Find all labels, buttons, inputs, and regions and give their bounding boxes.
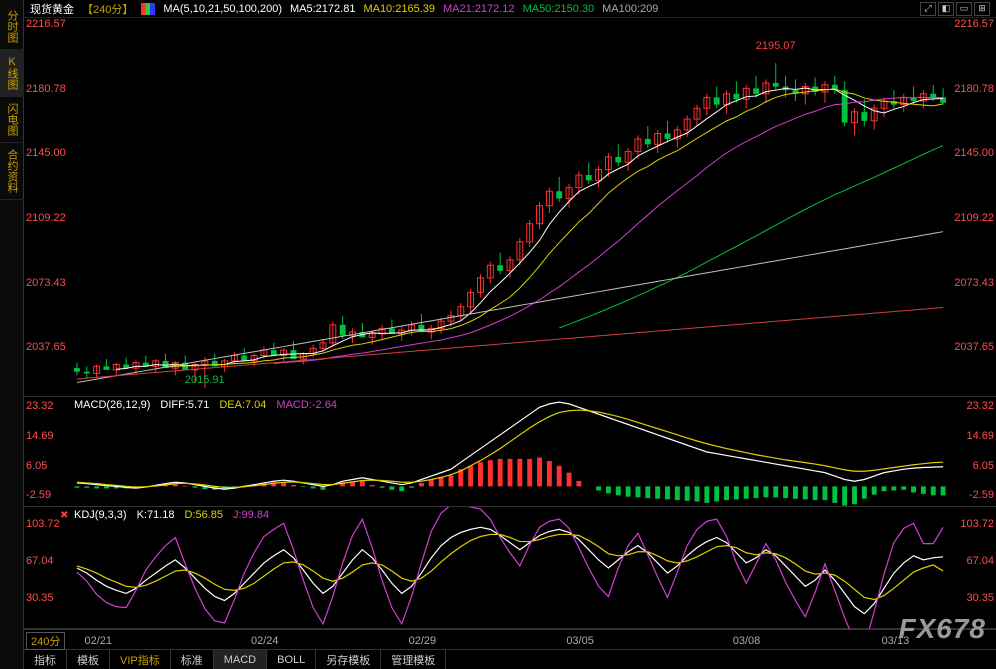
indicator-tab[interactable]: 另存模板: [316, 650, 381, 669]
axis-tick-label: 14.69: [26, 430, 54, 442]
indicator-tab[interactable]: BOLL: [267, 650, 316, 669]
leftnav-item[interactable]: K线图: [0, 50, 24, 97]
time-axis: 240分 02/2102/2402/2903/0503/0803/13: [24, 629, 996, 649]
price-chart-pane[interactable]: 2216.57 2216.57 2180.78 2180.78 2145.00 2145.…: [24, 18, 996, 397]
axis-tick-label: 30.35: [966, 592, 994, 604]
ma-readout: MA50:2150.30: [523, 3, 595, 15]
axis-tick-label: -2.59: [969, 489, 994, 501]
top-toolbar: 现货黄金 【240分】 MA(5,10,21,50,100,200) MA5:2…: [24, 0, 996, 18]
indicator-readout: MACD:-2.64: [276, 399, 337, 411]
price-annotation: 2015.91: [185, 374, 225, 386]
axis-tick-label: 67.04: [26, 555, 54, 567]
time-tick-label: 03/05: [566, 635, 594, 647]
axis-tick-label: 2109.22: [954, 212, 994, 224]
toolbar-icon[interactable]: ⊞: [974, 2, 990, 16]
axis-tick-label: 23.32: [26, 400, 54, 412]
indicator-tabbar: 指标模板VIP指标标准MACDBOLL另存模板管理模板: [24, 649, 996, 669]
time-tick-label: 02/21: [85, 635, 113, 647]
timeframe-label: 【240分】: [82, 1, 133, 17]
indicator-readout: KDJ(9,3,3): [74, 509, 127, 521]
toolbar-icon[interactable]: ▭: [956, 2, 972, 16]
ma-readout: MA5:2172.81: [290, 3, 355, 15]
ma-readout: MA21:2172.12: [443, 3, 515, 15]
macd-indicator-pane[interactable]: MACD(26,12,9) DIFF:5.71 DEA:7.04 MACD:-2.64…: [24, 397, 996, 507]
time-tick-label: 02/29: [409, 635, 437, 647]
axis-tick-label: 2145.00: [954, 147, 994, 159]
axis-tick-label: 14.69: [966, 430, 994, 442]
indicator-tab[interactable]: VIP指标: [110, 650, 171, 669]
axis-tick-label: 23.32: [966, 400, 994, 412]
axis-tick-label: 2037.65: [954, 341, 994, 353]
axis-tick-label: 103.72: [960, 518, 994, 530]
axis-tick-label: 2037.65: [26, 341, 66, 353]
indicator-readout: J:99.84: [233, 509, 269, 521]
axis-tick-label: 2216.57: [26, 18, 66, 30]
ma-settings-label[interactable]: MA(5,10,21,50,100,200): [163, 3, 282, 15]
axis-tick-label: 67.04: [966, 555, 994, 567]
indicator-readout: K:71.18: [137, 509, 175, 521]
axis-tick-label: 2073.43: [954, 277, 994, 289]
ma-readout: MA10:2165.39: [363, 3, 435, 15]
left-nav: 分时图K线图闪电图合约资料: [0, 0, 24, 669]
time-tick-label: 02/24: [251, 635, 279, 647]
indicator-tab[interactable]: 模板: [67, 650, 110, 669]
indicator-readout: MACD(26,12,9): [74, 399, 150, 411]
axis-tick-label: 2073.43: [26, 277, 66, 289]
axis-tick-label: 2145.00: [26, 147, 66, 159]
chart-type-icon[interactable]: [141, 3, 155, 15]
time-tick-label: 03/08: [733, 635, 761, 647]
indicator-tab[interactable]: 指标: [24, 650, 67, 669]
axis-tick-label: 30.35: [26, 592, 54, 604]
ma-readout: MA100:209: [602, 3, 658, 15]
axis-tick-label: 2180.78: [954, 83, 994, 95]
toolbar-icon[interactable]: ◧: [938, 2, 954, 16]
axis-tick-label: 2216.57: [954, 18, 994, 30]
instrument-title: 现货黄金: [30, 1, 74, 17]
kdj-indicator-pane[interactable]: KDJ(9,3,3) K:71.18 D:56.85 J:99.84 ✖ 103.72…: [24, 507, 996, 629]
leftnav-item[interactable]: 闪电图: [0, 97, 24, 143]
price-annotation: 2195.07: [756, 40, 796, 52]
leftnav-item[interactable]: 合约资料: [0, 143, 24, 200]
axis-tick-label: 2109.22: [26, 212, 66, 224]
axis-tick-label: -2.59: [26, 489, 51, 501]
indicator-tab[interactable]: MACD: [214, 650, 267, 669]
indicator-tab[interactable]: 标准: [171, 650, 214, 669]
toolbar-icon[interactable]: ⤢: [920, 2, 936, 16]
close-indicator-icon[interactable]: ✖: [60, 510, 68, 521]
timeframe-badge[interactable]: 240分: [26, 632, 65, 650]
indicator-readout: DIFF:5.71: [160, 399, 209, 411]
indicator-tab[interactable]: 管理模板: [381, 650, 446, 669]
axis-tick-label: 103.72: [26, 518, 60, 530]
leftnav-item[interactable]: 分时图: [0, 4, 24, 50]
watermark: FX678: [899, 613, 987, 645]
axis-tick-label: 6.05: [973, 460, 994, 472]
indicator-readout: D:56.85: [185, 509, 224, 521]
axis-tick-label: 6.05: [26, 460, 47, 472]
indicator-readout: DEA:7.04: [219, 399, 266, 411]
axis-tick-label: 2180.78: [26, 83, 66, 95]
